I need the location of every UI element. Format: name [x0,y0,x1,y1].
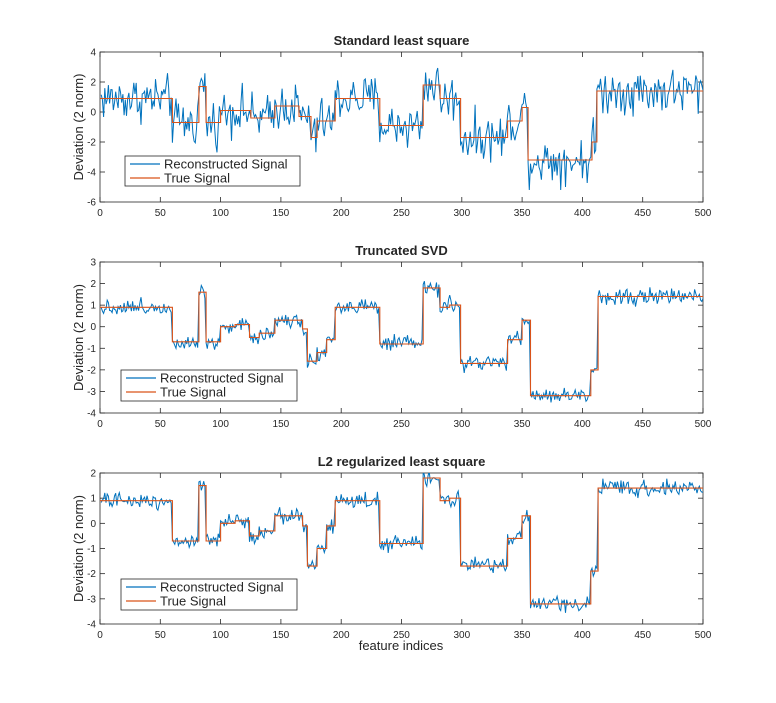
chart-title: Standard least square [334,33,470,48]
series-reconstructed-signal [100,67,703,191]
x-tick-label: 100 [212,419,229,430]
y-tick-label: 1 [90,301,96,312]
x-tick-label: 50 [155,630,167,641]
x-tick-label: 300 [453,208,470,219]
x-tick-label: 450 [634,208,651,219]
x-tick-label: 500 [695,419,712,430]
x-tick-label: 300 [453,630,470,641]
x-tick-label: 400 [574,419,591,430]
x-tick-label: 250 [393,630,410,641]
y-tick-label: -3 [87,594,96,605]
x-tick-label: 350 [514,630,531,641]
x-tick-label: 0 [97,208,103,219]
y-tick-label: 3 [90,258,96,269]
legend-entry-label: True Signal [160,594,226,609]
y-axis-label: Deviation (2 norm) [71,74,86,181]
x-tick-label: 300 [453,419,470,430]
x-tick-label: 50 [155,419,167,430]
legend-entry-label: Reconstructed Signal [160,580,284,595]
series-true-signal [100,477,703,605]
chart-panel-3: L2 regularized least square Deviation (2 … [71,454,712,641]
x-tick-label: 450 [634,419,651,430]
legend-box [120,578,298,611]
x-tick-label: 500 [695,630,712,641]
x-tick-label: 50 [155,208,167,219]
chart-title: L2 regularized least square [318,454,486,469]
y-tick-label: -4 [87,168,96,179]
y-tick-label: 2 [90,78,96,89]
y-tick-label: -2 [87,138,96,149]
x-tick-label: 0 [97,419,103,430]
x-tick-label: 150 [273,208,290,219]
x-tick-label: 400 [574,208,591,219]
x-tick-label: 400 [574,630,591,641]
series-true-signal [100,84,703,161]
panels: Standard least square Deviation (2 norm) 0… [71,33,712,641]
y-tick-label: -4 [87,620,96,631]
y-tick-label: 2 [90,469,96,480]
series-true-signal [100,287,703,397]
y-tick-label: 1 [90,494,96,505]
x-axis-label: feature indices [359,638,444,653]
y-axis-label: Deviation (2 norm) [71,284,86,391]
y-tick-label: -3 [87,387,96,398]
legend-entry-label: True Signal [164,171,230,186]
legend-box [124,155,301,187]
chart-panel-1: Standard least square Deviation (2 norm) 0… [71,33,712,219]
x-tick-label: 200 [333,630,350,641]
x-tick-label: 200 [333,208,350,219]
y-tick-label: 0 [90,322,96,333]
x-tick-label: 150 [273,630,290,641]
legend-entry-label: Reconstructed Signal [160,371,284,386]
legend-box [120,369,298,402]
y-tick-label: -1 [87,544,96,555]
y-axis-label: Deviation (2 norm) [71,495,86,602]
x-tick-label: 250 [393,419,410,430]
y-tick-label: -2 [87,365,96,376]
x-tick-label: 250 [393,208,410,219]
y-tick-label: -6 [87,198,96,209]
chart-title: Truncated SVD [355,243,447,258]
x-tick-label: 150 [273,419,290,430]
y-tick-label: 0 [90,108,96,119]
y-tick-label: 4 [90,48,96,59]
x-tick-label: 500 [695,208,712,219]
legend-entry-label: True Signal [160,385,226,400]
x-tick-label: 450 [634,630,651,641]
y-tick-label: 2 [90,279,96,290]
y-tick-label: 0 [90,519,96,530]
x-tick-label: 350 [514,208,531,219]
x-tick-label: 0 [97,630,103,641]
y-tick-label: -4 [87,409,96,420]
series-reconstructed-signal [100,473,703,613]
legend-entry-label: Reconstructed Signal [164,157,288,172]
y-tick-label: -1 [87,344,96,355]
x-tick-label: 350 [514,419,531,430]
x-tick-label: 100 [212,630,229,641]
y-tick-label: -2 [87,569,96,580]
x-tick-label: 100 [212,208,229,219]
x-tick-label: 200 [333,419,350,430]
